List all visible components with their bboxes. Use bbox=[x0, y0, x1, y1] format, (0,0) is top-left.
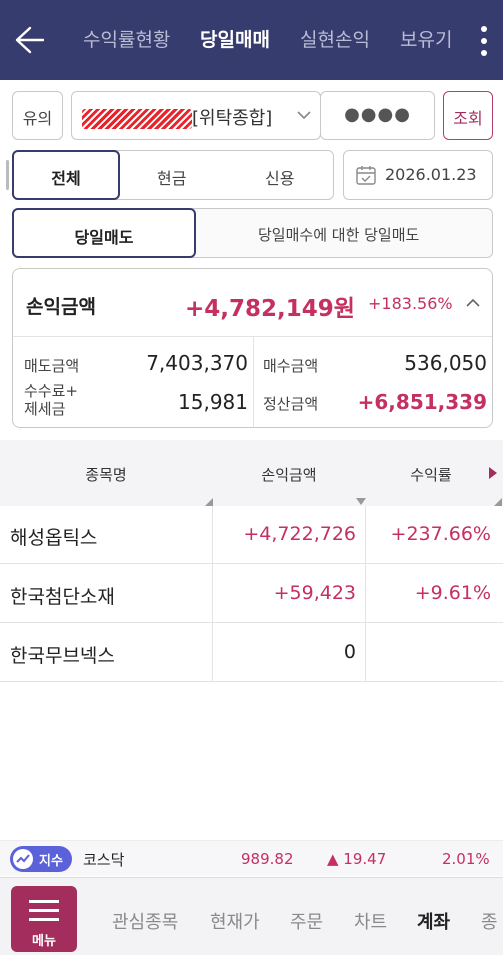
stock-name: 한국첨단소재 bbox=[10, 586, 115, 608]
column-divider bbox=[365, 506, 366, 682]
credit-type-segment: 전체 현금 신용 bbox=[12, 150, 334, 200]
tab-return-status[interactable]: 수익률현황 bbox=[83, 29, 171, 51]
sort-corner-icon bbox=[494, 498, 502, 506]
table-header: 종목명 손익금액 수익률 bbox=[0, 440, 503, 506]
divider bbox=[253, 337, 254, 427]
settle-amount-value: +6,851,339 bbox=[357, 390, 487, 414]
scroll-handle bbox=[6, 160, 9, 190]
sell-amount-value: 7,403,370 bbox=[146, 351, 248, 375]
settle-amount-label: 정산금액 bbox=[263, 395, 319, 413]
top-app-bar: 수익률현황 당일매매 실현손익 보유기 bbox=[0, 0, 503, 80]
column-header-name[interactable]: 종목명 bbox=[85, 466, 127, 484]
menu-label: 메뉴 bbox=[32, 934, 56, 949]
tab-holding-period[interactable]: 보유기 bbox=[400, 29, 453, 51]
stock-pl: 0 bbox=[343, 641, 356, 663]
nav-watchlist[interactable]: 관심종목 bbox=[112, 912, 179, 933]
chevron-down-icon bbox=[297, 111, 311, 120]
sort-corner-icon bbox=[205, 498, 213, 506]
back-arrow-icon[interactable] bbox=[12, 22, 46, 58]
index-badge: 지수 bbox=[10, 846, 72, 872]
tab-day-sell-of-day-buy[interactable]: 당일매수에 대한 당일매도 bbox=[258, 226, 420, 244]
nav-account[interactable]: 계좌 bbox=[417, 912, 451, 933]
nav-more-cut[interactable]: 종 bbox=[481, 912, 498, 933]
fee-tax-label: 수수료+ 제세금 bbox=[24, 382, 78, 418]
column-header-pl[interactable]: 손익금액 bbox=[261, 466, 317, 484]
buy-amount-label: 매수금액 bbox=[263, 357, 319, 375]
divider bbox=[13, 336, 492, 337]
account-type-button[interactable]: 유의 bbox=[12, 91, 63, 140]
index-ticker[interactable]: 지수 코스닥 989.82 ▲ 19.47 2.01% bbox=[0, 840, 503, 876]
menu-button[interactable]: 메뉴 bbox=[11, 886, 77, 952]
segment-all[interactable]: 전체 bbox=[12, 150, 120, 200]
tab-realized-pl[interactable]: 실현손익 bbox=[300, 29, 370, 51]
tab-day-sell[interactable]: 당일매도 bbox=[12, 208, 196, 258]
scroll-right-arrow-icon[interactable] bbox=[488, 466, 498, 480]
tab-day-trade[interactable]: 당일매매 bbox=[200, 29, 270, 51]
stock-pl: +59,423 bbox=[273, 582, 356, 604]
account-name: [위탁종합] bbox=[82, 104, 272, 130]
index-value: 989.82 bbox=[241, 850, 294, 868]
column-divider bbox=[212, 506, 213, 682]
index-change: ▲ 19.47 bbox=[327, 850, 387, 868]
stock-name: 한국무브넥스 bbox=[10, 645, 115, 667]
query-button[interactable]: 조회 bbox=[443, 91, 493, 140]
segment-all-label: 전체 bbox=[51, 169, 81, 188]
segment-credit[interactable]: 신용 bbox=[265, 169, 295, 188]
index-badge-label: 지수 bbox=[39, 854, 63, 869]
calendar-icon bbox=[356, 166, 376, 185]
chevron-up-icon[interactable] bbox=[466, 298, 480, 308]
date-picker[interactable]: 2026.01.23 bbox=[343, 150, 493, 200]
tab-day-sell-label: 당일매도 bbox=[74, 228, 134, 247]
pl-value: +4,782,149원 bbox=[185, 296, 355, 322]
trend-up-icon bbox=[13, 849, 33, 869]
password-field[interactable]: ●●●● bbox=[320, 91, 435, 140]
date-value: 2026.01.23 bbox=[385, 165, 477, 184]
segment-cash[interactable]: 현금 bbox=[157, 169, 187, 188]
stock-rate: +237.66% bbox=[390, 523, 491, 545]
account-name-suffix: [위탁종합] bbox=[192, 108, 273, 129]
stock-pl: +4,722,726 bbox=[243, 523, 356, 545]
more-options-icon[interactable] bbox=[474, 24, 494, 58]
pl-summary-card: 손익금액 +4,782,149원 +183.56% 매도금액 7,403,370… bbox=[12, 268, 493, 428]
fee-label-line2: 제세금 bbox=[24, 400, 66, 418]
index-rate: 2.01% bbox=[442, 850, 490, 868]
column-header-rate[interactable]: 수익률 bbox=[410, 466, 452, 484]
redacted-account-number bbox=[82, 109, 192, 129]
buy-amount-value: 536,050 bbox=[404, 351, 487, 375]
pl-rate: +183.56% bbox=[368, 294, 453, 313]
table-row[interactable]: 해성옵틱스 +4,722,726 +237.66% bbox=[0, 506, 503, 564]
pl-label: 손익금액 bbox=[26, 296, 96, 318]
query-button-label: 조회 bbox=[453, 109, 483, 128]
account-type-label: 유의 bbox=[22, 109, 53, 128]
sell-amount-label: 매도금액 bbox=[24, 357, 80, 375]
fee-tax-value: 15,981 bbox=[178, 390, 248, 414]
table-row[interactable]: 한국무브넥스 0 bbox=[0, 624, 503, 682]
bottom-nav: 메뉴 관심종목 현재가 주문 차트 계좌 종 bbox=[0, 877, 503, 955]
trade-type-tabs: 당일매도 당일매수에 대한 당일매도 bbox=[12, 208, 493, 258]
sort-down-icon[interactable] bbox=[356, 498, 366, 506]
fee-label-line1: 수수료+ bbox=[24, 382, 78, 400]
nav-current-price[interactable]: 현재가 bbox=[210, 912, 260, 933]
password-mask: ●●●● bbox=[344, 104, 411, 125]
stock-table-body: 해성옵틱스 +4,722,726 +237.66% 한국첨단소재 +59,423… bbox=[0, 506, 503, 682]
account-select[interactable]: [위탁종합] bbox=[71, 91, 321, 140]
nav-chart[interactable]: 차트 bbox=[354, 912, 388, 933]
stock-name: 해성옵틱스 bbox=[10, 527, 98, 549]
stock-rate: +9.61% bbox=[414, 582, 491, 604]
table-row[interactable]: 한국첨단소재 +59,423 +9.61% bbox=[0, 565, 503, 623]
index-name: 코스닥 bbox=[83, 851, 125, 869]
nav-order[interactable]: 주문 bbox=[290, 912, 324, 933]
